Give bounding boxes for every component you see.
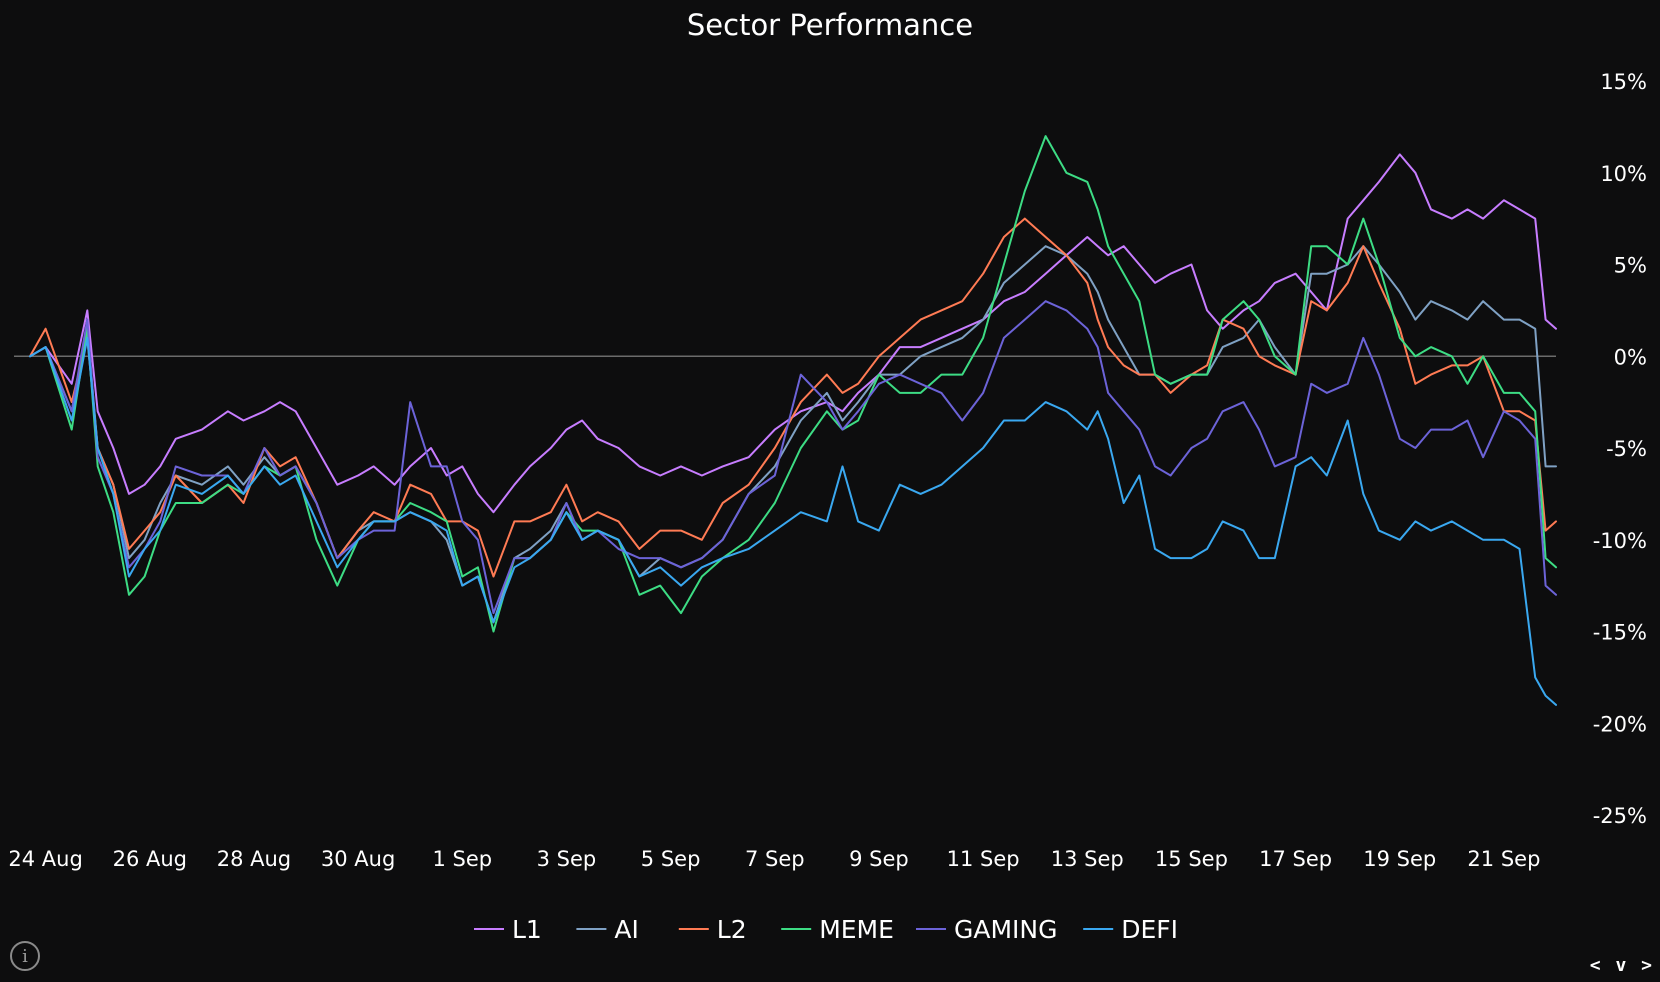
legend-label: MEME [819, 915, 894, 944]
nav-prev-button[interactable]: < [1589, 955, 1603, 976]
info-icon[interactable]: i [10, 941, 40, 971]
legend-item-meme[interactable]: MEME [781, 915, 894, 944]
x-tick-label: 19 Sep [1363, 847, 1436, 871]
y-tick-label: -5% [1606, 437, 1647, 461]
legend-label: L1 [512, 915, 542, 944]
legend-label: AI [614, 915, 638, 944]
y-tick-label: 15% [1600, 70, 1647, 94]
legend-item-defi[interactable]: DEFI [1083, 915, 1178, 944]
y-tick-label: -25% [1593, 804, 1647, 828]
x-axis: 24 Aug 26 Aug 28 Aug 30 Aug 1 Sep 3 Sep 5 Sep 7… [8, 847, 1540, 871]
series-line-defi[interactable] [29, 336, 1557, 706]
chart-nav-controls: < v > [1590, 955, 1654, 976]
x-tick-label: 3 Sep [537, 847, 597, 871]
x-tick-label: 26 Aug [113, 847, 187, 871]
series-layer [29, 135, 1557, 706]
x-tick-label: 1 Sep [432, 847, 492, 871]
y-tick-label: 5% [1614, 254, 1647, 278]
nav-down-button[interactable]: v [1615, 955, 1629, 976]
legend-label: GAMING [954, 915, 1058, 944]
y-tick-label: 10% [1600, 162, 1647, 186]
series-line-gaming[interactable] [29, 300, 1557, 615]
x-tick-label: 11 Sep [947, 847, 1020, 871]
x-tick-label: 5 Sep [641, 847, 701, 871]
y-tick-label: -10% [1593, 529, 1647, 553]
y-axis: 15% 10% 5% 0% -5% -10% -15% -20% -25% [1593, 70, 1647, 828]
series-line-meme[interactable] [29, 135, 1557, 633]
y-tick-label: -15% [1593, 621, 1647, 645]
chart-title: Sector Performance [687, 8, 973, 42]
x-tick-label: 28 Aug [217, 847, 291, 871]
x-tick-label: 13 Sep [1051, 847, 1124, 871]
legend-item-gaming[interactable]: GAMING [916, 915, 1058, 944]
legend-item-l1[interactable]: L1 [474, 915, 542, 944]
y-tick-label: -20% [1593, 712, 1647, 736]
legend-item-ai[interactable]: AI [576, 915, 639, 944]
x-tick-label: 30 Aug [321, 847, 395, 871]
x-tick-label: 9 Sep [849, 847, 909, 871]
x-tick-label: 21 Sep [1467, 847, 1540, 871]
x-tick-label: 17 Sep [1259, 847, 1332, 871]
x-tick-label: 24 Aug [8, 847, 82, 871]
legend: L1 AI L2 MEME GAMING DEFI [474, 915, 1178, 944]
legend-label: L2 [717, 915, 747, 944]
nav-next-button[interactable]: > [1641, 955, 1654, 976]
legend-label: DEFI [1121, 915, 1178, 944]
series-line-l2[interactable] [29, 217, 1557, 578]
y-tick-label: 0% [1614, 345, 1647, 369]
x-tick-label: 15 Sep [1155, 847, 1228, 871]
x-tick-label: 7 Sep [745, 847, 805, 871]
legend-item-l2[interactable]: L2 [678, 915, 747, 944]
series-line-ai[interactable] [29, 245, 1557, 624]
